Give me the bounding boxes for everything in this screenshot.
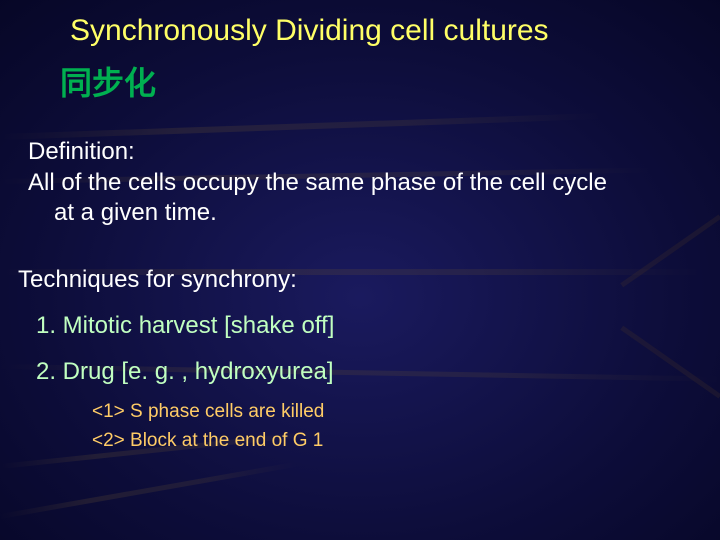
definition-label: Definition: — [28, 138, 720, 166]
slide-subtitle: 同步化 — [60, 58, 720, 104]
technique-subitem-1: <1> S phase cells are killed — [92, 400, 720, 425]
definition-line2: at a given time. — [54, 198, 720, 228]
slide-title: Synchronously Dividing cell cultures — [70, 14, 720, 48]
technique-subitem-2: <2> Block at the end of G 1 — [92, 429, 720, 454]
technique-item-2: 2. Drug [e. g. , hydroxyurea] — [36, 358, 720, 386]
technique-item-1: 1. Mitotic harvest [shake off] — [36, 312, 720, 340]
techniques-label: Techniques for synchrony: — [18, 266, 720, 294]
definition-text: All of the cells occupy the same phase o… — [28, 168, 720, 228]
definition-line1: All of the cells occupy the same phase o… — [28, 169, 607, 196]
